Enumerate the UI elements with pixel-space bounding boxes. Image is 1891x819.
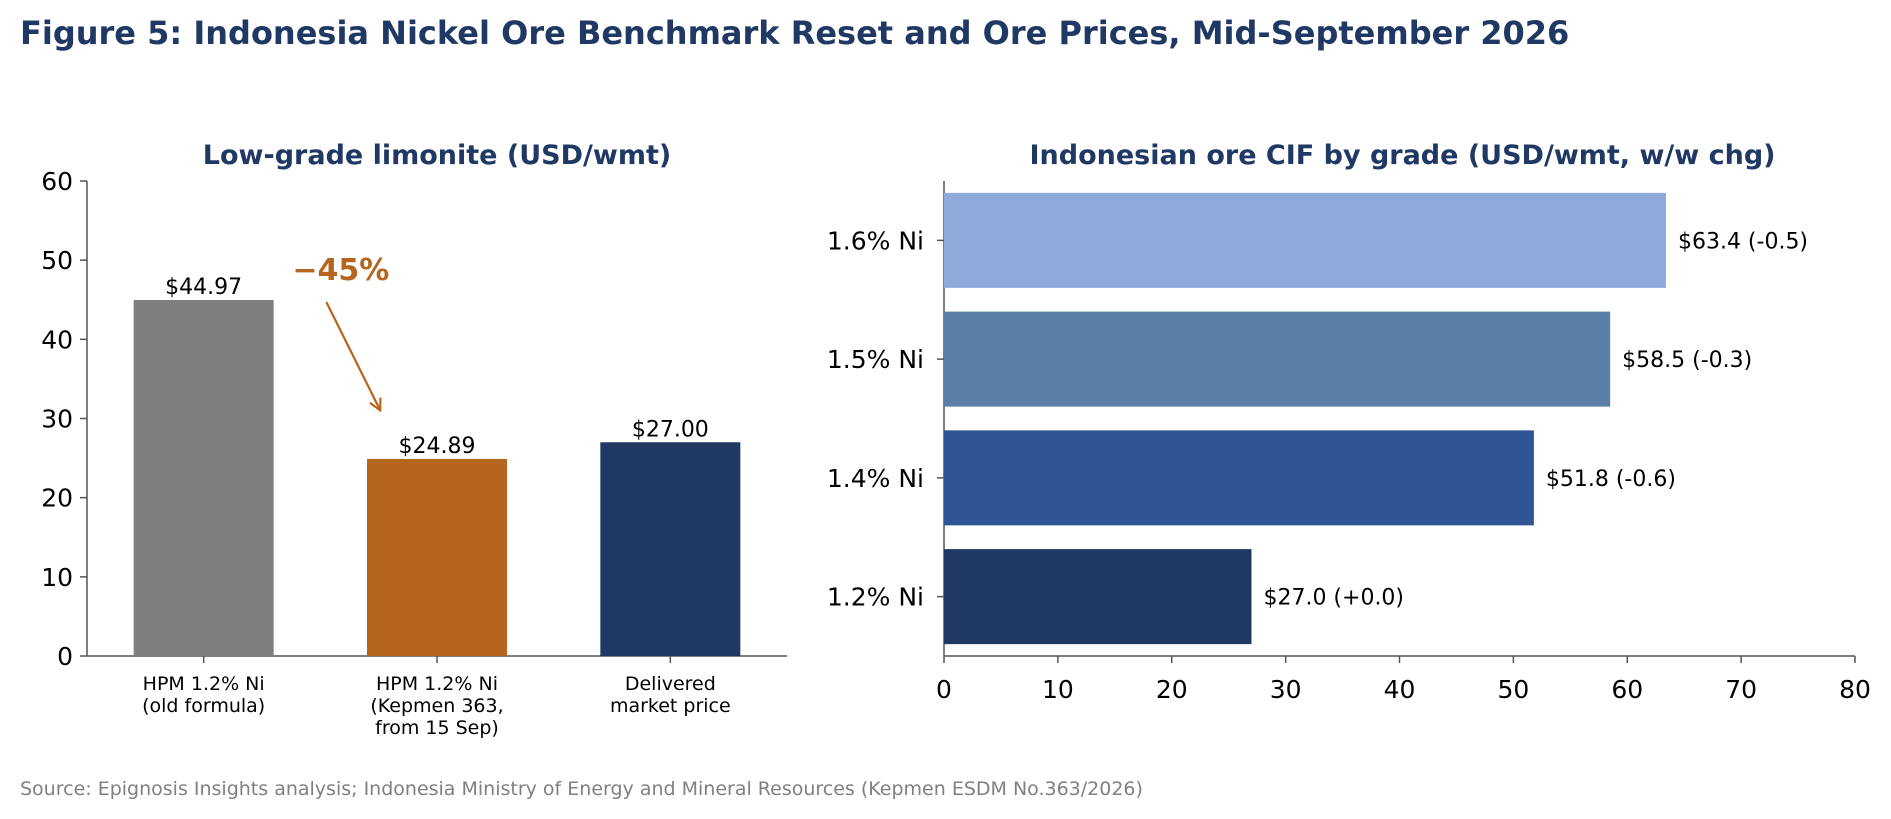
- right-x-tick-label: 40: [1384, 675, 1416, 704]
- limonite-bar: [600, 442, 741, 656]
- limonite-category-label: (old formula): [142, 695, 265, 717]
- limonite-bar-value-label: $44.97: [165, 275, 242, 300]
- limonite-bar: [367, 458, 507, 656]
- limonite-category-label: (Kepmen 363,: [370, 695, 503, 717]
- grade-bar: [944, 311, 1611, 407]
- right-x-tick-label: 10: [1042, 675, 1074, 704]
- right-x-tick-label: 0: [936, 675, 952, 704]
- grade-bar-value-label: $51.8 (-0.6): [1546, 467, 1676, 492]
- left-y-tick-label: 30: [41, 405, 73, 434]
- right-chart-title: Indonesian ore CIF by grade (USD/wmt, w/…: [1029, 140, 1775, 171]
- grade-category-label: 1.6% Ni: [827, 226, 924, 255]
- grade-bar-value-label: $63.4 (-0.5): [1678, 229, 1808, 254]
- limonite-category-label: Delivered: [625, 673, 716, 695]
- left-y-tick-label: 20: [41, 484, 73, 513]
- right-x-tick-label: 30: [1270, 675, 1302, 704]
- left-y-tick-label: 10: [41, 563, 73, 592]
- reduction-annotation-label: −45%: [292, 253, 389, 288]
- grade-bar: [944, 549, 1252, 645]
- figure-title: Figure 5: Indonesia Nickel Ore Benchmark…: [20, 14, 1570, 52]
- grade-category-label: 1.5% Ni: [827, 345, 924, 374]
- right-x-tick-label: 50: [1497, 675, 1529, 704]
- grade-bar-value-label: $58.5 (-0.3): [1622, 348, 1752, 373]
- limonite-bar: [133, 299, 274, 656]
- limonite-bar-chart: Low-grade limonite (USD/wmt) 0 10 20 30 40 50 6…: [41, 140, 787, 739]
- right-x-tick-label: 60: [1611, 675, 1643, 704]
- figure-source-note: Source: Epignosis Insights analysis; Ind…: [20, 778, 1143, 800]
- left-y-tick-label: 0: [57, 642, 73, 671]
- left-y-tick-label: 50: [41, 246, 73, 275]
- right-x-tick-label: 80: [1839, 675, 1871, 704]
- limonite-category-label: HPM 1.2% Ni: [143, 673, 265, 695]
- reduction-annotation-arrow: [325, 301, 380, 411]
- right-x-tick-label: 20: [1156, 675, 1188, 704]
- grade-category-label: 1.2% Ni: [827, 583, 924, 612]
- right-x-tick-label: 70: [1725, 675, 1757, 704]
- left-chart-title: Low-grade limonite (USD/wmt): [203, 140, 671, 171]
- cif-grade-bar-chart: Indonesian ore CIF by grade (USD/wmt, w/…: [827, 140, 1871, 704]
- grade-category-label: 1.4% Ni: [827, 464, 924, 493]
- limonite-bar-value-label: $27.00: [632, 417, 709, 442]
- grade-bar: [944, 192, 1666, 288]
- grade-bar: [944, 430, 1534, 526]
- left-y-tick-label: 40: [41, 325, 73, 354]
- limonite-category-label: HPM 1.2% Ni: [376, 673, 498, 695]
- limonite-bar-value-label: $24.89: [399, 434, 476, 459]
- left-y-tick-label: 60: [41, 167, 73, 196]
- limonite-category-label: market price: [610, 695, 731, 717]
- grade-bar-value-label: $27.0 (+0.0): [1263, 586, 1404, 611]
- limonite-category-label: from 15 Sep): [375, 717, 499, 739]
